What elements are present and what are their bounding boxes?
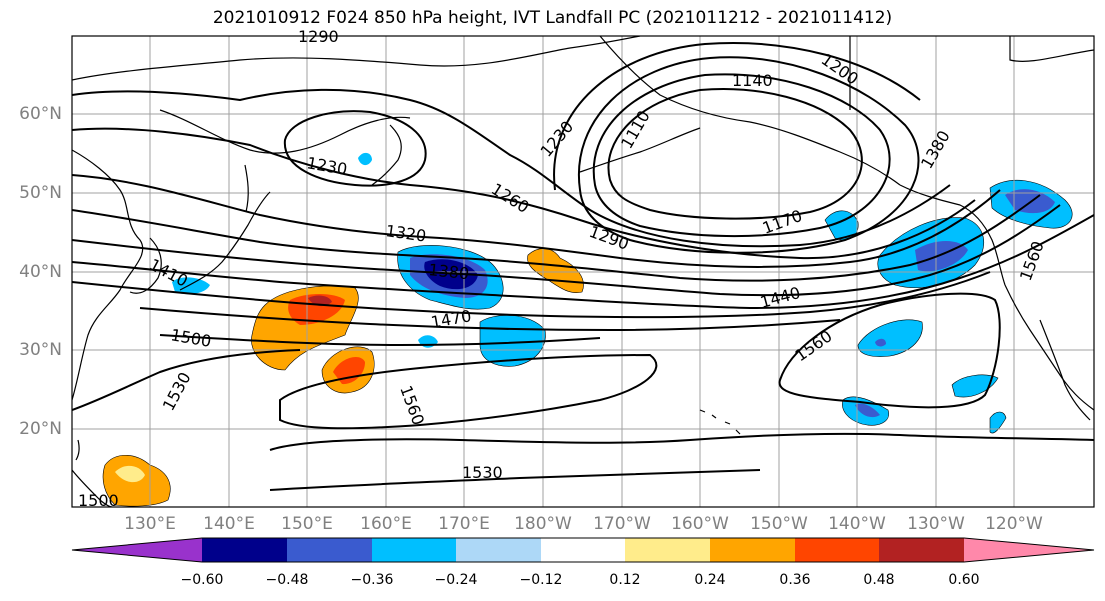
- neg-anomaly-baja: [951, 374, 999, 398]
- colorbar-extend-high: [964, 538, 1094, 562]
- contour-1320: [72, 174, 1001, 268]
- kamchatka-coast: [371, 124, 402, 186]
- colorbar-tick-label: 0.12: [609, 572, 641, 588]
- gridlines: [72, 36, 1094, 507]
- colorbar-bin: [202, 538, 287, 562]
- contour-label: 1140: [732, 71, 773, 90]
- sakhalin-coast: [244, 164, 249, 213]
- colorbar-extend-low: [72, 538, 202, 562]
- lat-label: 40°N: [19, 262, 62, 282]
- ivt-shading: [102, 152, 1073, 507]
- colorbar-bin: [541, 538, 625, 562]
- lat-label: 50°N: [19, 183, 62, 203]
- contour-label: 1290: [298, 27, 339, 46]
- contour-label: 1380: [428, 260, 470, 283]
- colorbar-bin: [710, 538, 795, 562]
- contour-1530-west: [72, 349, 301, 411]
- contour-1560-closed-east: [778, 292, 1001, 409]
- colorbar-tick-label: −0.60: [180, 572, 224, 588]
- us-west-coast: [1004, 284, 1094, 411]
- japan-coast: [179, 191, 271, 291]
- contour-1260: [72, 88, 951, 248]
- colorbar-bin: [625, 538, 710, 562]
- lon-label: 170°W: [593, 514, 651, 534]
- neg-anomaly-japan: [172, 277, 210, 295]
- lat-label: 20°N: [19, 419, 62, 439]
- contour-1440: [72, 271, 991, 319]
- colorbar: [71, 537, 1095, 563]
- bc-coast: [899, 184, 1006, 286]
- colorbar-tick-label: −0.24: [434, 572, 478, 588]
- colorbar-tick-label: −0.48: [265, 572, 309, 588]
- contour-1350: [72, 194, 1041, 282]
- lon-label: 140°W: [828, 514, 886, 534]
- lat-label: 30°N: [19, 340, 62, 360]
- canada-interior: [849, 36, 1094, 110]
- neg-anomaly-southeast: [857, 319, 923, 357]
- map-frame: [71, 35, 1095, 508]
- contour-1410: [72, 214, 1094, 310]
- lon-label: 150°W: [750, 514, 808, 534]
- okhotsk-coast: [159, 109, 411, 154]
- lon-label: 170°E: [438, 514, 490, 534]
- height-contours: [72, 42, 1094, 491]
- contour-1140-closed: [607, 88, 863, 220]
- colorbar-bin: [795, 538, 879, 562]
- siberia-coast: [72, 36, 641, 81]
- asia-coast: [72, 149, 144, 401]
- colorbar-bin: [372, 538, 456, 562]
- lon-label: 180°W: [514, 514, 572, 534]
- colorbar-tick-label: 0.48: [863, 572, 895, 588]
- colorbar-tick-label: 0.36: [779, 572, 811, 588]
- contour-1530-south: [269, 432, 1094, 451]
- colorbar-tick-label: 0.60: [948, 572, 980, 588]
- plot-title: 2021010912 F024 850 hPa height, IVT Land…: [212, 8, 893, 28]
- colorbar-tick-label: 0.24: [694, 572, 726, 588]
- contour-label: 1500: [78, 491, 119, 510]
- lon-label: 160°E: [360, 514, 412, 534]
- korea-coast: [129, 237, 162, 294]
- colorbar-tick-label: −0.12: [519, 572, 563, 588]
- lat-label: 60°N: [19, 104, 62, 124]
- baja-coast: [1039, 319, 1091, 421]
- contour-1290: [72, 127, 976, 260]
- contour-label: 1530: [462, 463, 503, 482]
- contour-1230-north: [553, 42, 921, 191]
- lon-label: 140°E: [203, 514, 255, 534]
- contour-1170: [592, 73, 891, 238]
- colorbar-bin: [879, 538, 964, 562]
- lon-label: 160°W: [671, 514, 729, 534]
- map-area: [72, 36, 1094, 507]
- colorbar-bin: [456, 538, 541, 562]
- contour-1530-bottom: [269, 469, 761, 491]
- colorbar-tick-label: −0.36: [350, 572, 394, 588]
- lon-label: 150°E: [281, 514, 333, 534]
- contour-1500: [159, 334, 601, 347]
- colorbar-bin: [287, 538, 372, 562]
- contour-1470: [139, 307, 841, 332]
- taiwan: [75, 439, 80, 461]
- contour-1380: [72, 204, 1061, 297]
- contour-1200: [577, 56, 920, 254]
- hawaii-islands: [699, 409, 741, 435]
- lon-label: 130°W: [907, 514, 965, 534]
- contour-1560-central: [279, 353, 658, 430]
- contour-1230-west-closed: [283, 110, 427, 187]
- aleutian-chain: [579, 127, 701, 173]
- lon-label: 120°W: [985, 514, 1043, 534]
- lon-label: 130°E: [124, 514, 176, 534]
